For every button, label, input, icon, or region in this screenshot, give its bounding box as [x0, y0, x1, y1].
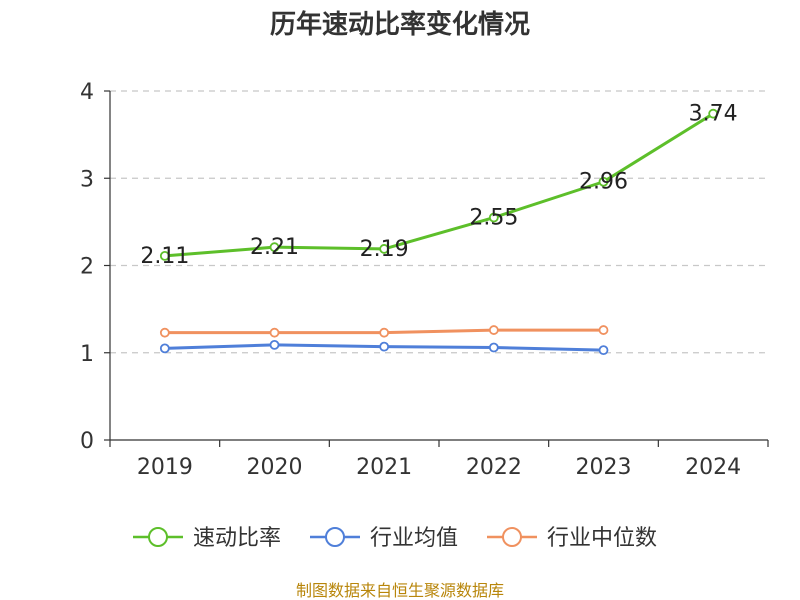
legend-label: 行业中位数: [547, 526, 657, 551]
data-label: 3.74: [689, 102, 738, 127]
series-point-2: [269, 327, 280, 338]
series-line-0: [164, 112, 714, 258]
series-point-0: [708, 108, 719, 119]
data-label: 2.96: [579, 170, 628, 195]
series-point-0: [598, 176, 609, 187]
series-point-1: [488, 342, 499, 353]
grid-lines: [110, 90, 768, 354]
legend: 速动比率 行业均值 行业中位数: [133, 526, 657, 551]
data-label: 2.11: [140, 244, 189, 269]
axes: 0 1 2 3 4 2019 2020 2021 2022 2023 2024: [80, 80, 769, 480]
y-tick-label: 1: [80, 342, 94, 367]
legend-marker-2: [502, 527, 522, 547]
series-point-2: [488, 325, 499, 335]
series-point-0: [379, 244, 390, 254]
x-tick-label: 2019: [137, 455, 193, 480]
series-point-2: [598, 325, 609, 335]
series-point-0: [159, 251, 170, 261]
series-layer: [159, 108, 719, 356]
series-point-1: [379, 341, 390, 352]
series-point-0: [488, 212, 499, 223]
x-tick-label: 2023: [576, 455, 632, 480]
series-point-1: [269, 339, 280, 350]
series-point-0: [269, 242, 280, 253]
series-point-1: [159, 343, 170, 354]
data-labels: 2.11 2.21 2.19 2.55 2.96 3.74: [140, 102, 737, 269]
data-label: 2.21: [250, 235, 299, 260]
y-tick-label: 3: [80, 167, 94, 192]
data-label: 2.19: [360, 237, 409, 262]
x-tick-label: 2021: [356, 455, 412, 480]
series-point-1: [598, 345, 609, 356]
legend-marker-1: [325, 527, 345, 547]
data-label: 2.55: [469, 206, 518, 231]
y-tick-label: 4: [80, 80, 94, 105]
legend-label: 速动比率: [193, 526, 281, 551]
x-tick-label: 2024: [685, 455, 741, 480]
series-point-2: [159, 327, 170, 338]
y-tick-label: 0: [80, 429, 94, 454]
legend-marker-0: [148, 527, 168, 547]
y-tick-label: 2: [80, 255, 94, 280]
series-point-2: [379, 327, 390, 338]
x-tick-label: 2022: [466, 455, 522, 480]
x-tick-label: 2020: [247, 455, 303, 480]
legend-label: 行业均值: [370, 526, 458, 551]
data-source-note: 制图数据来自恒生聚源数据库: [296, 581, 504, 600]
chart-title: 历年速动比率变化情况: [270, 9, 530, 40]
